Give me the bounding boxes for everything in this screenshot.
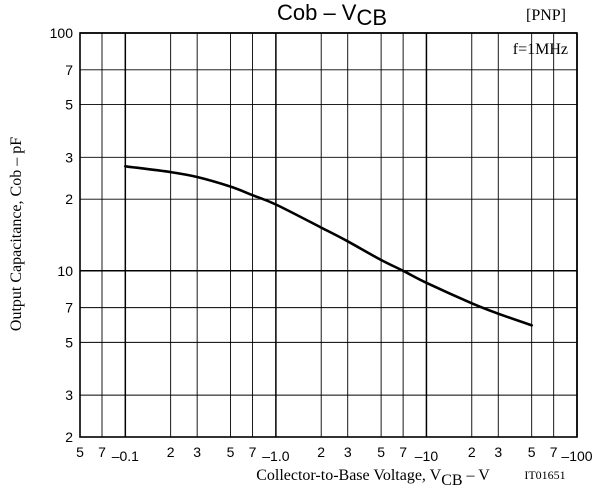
y-tick-label: 5 [65, 334, 73, 350]
x-tick-label: 2 [468, 444, 476, 460]
x-tick-label: 7 [399, 444, 407, 460]
data-point [531, 324, 533, 326]
x-tick-label: –0.1 [112, 448, 139, 464]
x-axis-label: Collector-to-Base Voltage, VCB – V [256, 467, 490, 489]
x-tick-label: 5 [76, 444, 84, 460]
x-tick-labels: 5 7 –0.1 2 3 5 7 –1.0 2 3 5 7 –10 2 3 5 7 –100 [76, 444, 593, 464]
x-tick-label: 5 [528, 444, 536, 460]
grid-lines [79, 32, 578, 438]
curve-layer [124, 165, 533, 327]
y-tick-label: 5 [65, 97, 73, 113]
y-axis-label: Output Capacitance, Cob – pF [8, 137, 25, 331]
x-tick-label: 5 [377, 444, 385, 460]
data-point [380, 259, 382, 261]
y-tick-label: 7 [65, 300, 73, 316]
chart-title: Cob – VCB [277, 0, 387, 30]
figure-code: IT01651 [524, 468, 565, 482]
x-tick-label: 3 [494, 444, 502, 460]
data-point [124, 165, 126, 167]
cob-curve [124, 165, 533, 327]
data-point [402, 270, 404, 272]
data-point [251, 194, 253, 196]
x-tick-label: 7 [550, 444, 558, 460]
data-point [275, 203, 277, 205]
y-tick-label: 10 [57, 263, 73, 279]
y-tick-label: 2 [65, 191, 73, 207]
data-point [471, 302, 473, 304]
x-tick-label: 3 [193, 444, 201, 460]
y-tick-label: 2 [65, 429, 73, 445]
x-tick-label: –10 [415, 448, 439, 464]
data-point [196, 176, 198, 178]
data-point [497, 313, 499, 315]
y-tick-labels: 2 3 5 7 10 2 3 5 7 100 [50, 25, 74, 445]
data-point [347, 240, 349, 242]
data-point [229, 185, 231, 187]
frequency-annotation: f=1MHz [513, 41, 568, 58]
data-point [169, 171, 171, 173]
y-tick-label: 100 [50, 25, 74, 41]
x-tick-label: 2 [317, 444, 325, 460]
x-tick-label: 5 [227, 444, 235, 460]
pnp-tag: [PNP] [526, 7, 566, 24]
x-tick-label: –100 [561, 448, 592, 464]
x-tick-label: –1.0 [262, 448, 289, 464]
x-tick-label: 2 [167, 444, 175, 460]
data-point [425, 282, 427, 284]
x-tick-label: 3 [344, 444, 352, 460]
y-tick-label: 3 [65, 149, 73, 165]
x-tick-label: 7 [98, 444, 106, 460]
y-tick-label: 7 [65, 62, 73, 78]
y-tick-label: 3 [65, 387, 73, 403]
x-tick-label: 7 [249, 444, 257, 460]
data-point [320, 226, 322, 228]
plot-frame [79, 32, 578, 438]
